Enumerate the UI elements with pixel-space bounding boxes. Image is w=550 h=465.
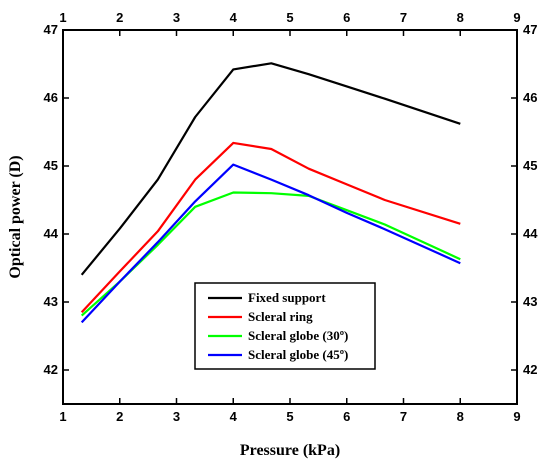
y-tick-label-left: 44 [44, 226, 59, 241]
y-tick-label-right: 44 [523, 226, 538, 241]
legend-label: Scleral globe (30º) [248, 328, 348, 343]
x-tick-label-bottom: 5 [286, 409, 293, 424]
legend-label: Fixed support [248, 290, 326, 305]
y-tick-label-right: 43 [523, 294, 537, 309]
y-tick-label-right: 42 [523, 362, 537, 377]
x-tick-label-top: 7 [400, 10, 407, 25]
series-line [80, 163, 461, 324]
x-tick-label-bottom: 2 [116, 409, 123, 424]
x-tick-label-top: 4 [230, 10, 238, 25]
y-tick-label-left: 43 [44, 294, 58, 309]
legend: Fixed support Scleral ring Scleral globe (… [194, 282, 376, 370]
x-tick-label-top: 8 [457, 10, 464, 25]
y-tick-label-left: 45 [44, 158, 58, 173]
series-line [80, 62, 461, 276]
series-layer [80, 62, 461, 324]
y-tick-label-left: 42 [44, 362, 58, 377]
y-tick-label-right: 47 [523, 22, 537, 37]
x-tick-label-bottom: 7 [400, 409, 407, 424]
x-tick-label-bottom: 8 [457, 409, 464, 424]
x-tick-label-top: 9 [513, 10, 520, 25]
y-tick-label-left: 46 [44, 90, 58, 105]
x-tick-label-top: 5 [286, 10, 293, 25]
y-tick-label-left: 47 [44, 22, 58, 37]
x-tick-label-bottom: 1 [59, 409, 66, 424]
legend-items: Fixed support Scleral ring Scleral globe (… [208, 290, 348, 362]
x-tick-label-top: 2 [116, 10, 123, 25]
x-axis-title: Pressure (kPa) [240, 442, 340, 459]
series-line [80, 141, 461, 313]
x-tick-label-top: 1 [59, 10, 66, 25]
legend-label: Scleral ring [248, 309, 313, 324]
x-tick-label-top: 3 [173, 10, 180, 25]
x-tick-label-top: 6 [343, 10, 350, 25]
y-tick-label-right: 45 [523, 158, 537, 173]
y-tick-label-right: 46 [523, 90, 537, 105]
y-axis-title: Optical power (D) [7, 155, 24, 278]
x-tick-label-bottom: 3 [173, 409, 180, 424]
legend-label: Scleral globe (45º) [248, 347, 348, 362]
x-tick-label-bottom: 9 [513, 409, 520, 424]
x-tick-label-bottom: 6 [343, 409, 350, 424]
x-tick-label-bottom: 4 [230, 409, 238, 424]
